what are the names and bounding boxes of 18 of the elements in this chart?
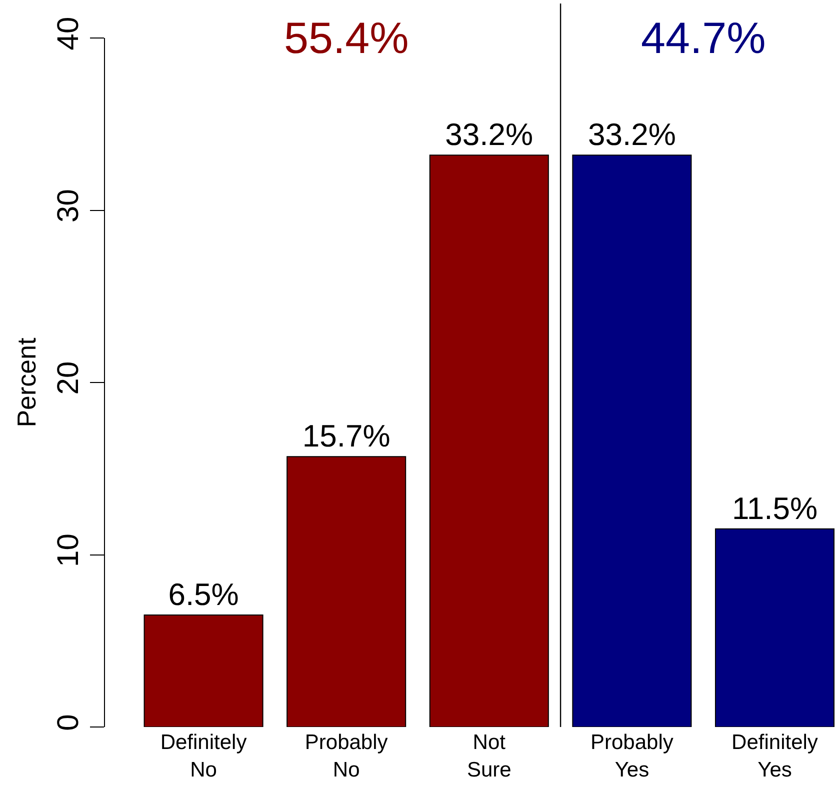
y-tick-label: 0 — [52, 714, 85, 731]
data-label: 33.2% — [445, 117, 534, 152]
annotation: 44.7% — [641, 14, 766, 63]
y-tick-label: 30 — [52, 189, 85, 222]
x-tick-label: Definitely Yes — [732, 731, 818, 782]
data-label: 11.5% — [732, 490, 818, 526]
y-tick-label: 40 — [52, 16, 85, 50]
x-tick-label: Definitely No — [160, 731, 248, 782]
x-tick-label: Probably Yes — [590, 731, 674, 782]
data-label: 33.2% — [588, 117, 676, 152]
y-tick-label: 10 — [52, 534, 85, 567]
data-label: 15.7% — [302, 418, 390, 454]
data-label: 6.5% — [168, 577, 239, 612]
y-tick-label: 20 — [52, 361, 85, 395]
y-axis-title: Percent — [11, 336, 42, 428]
annotation: 55.4% — [284, 14, 409, 63]
x-tick-label: Probably No — [304, 731, 388, 782]
x-tick-label: Not Sure — [466, 731, 512, 782]
